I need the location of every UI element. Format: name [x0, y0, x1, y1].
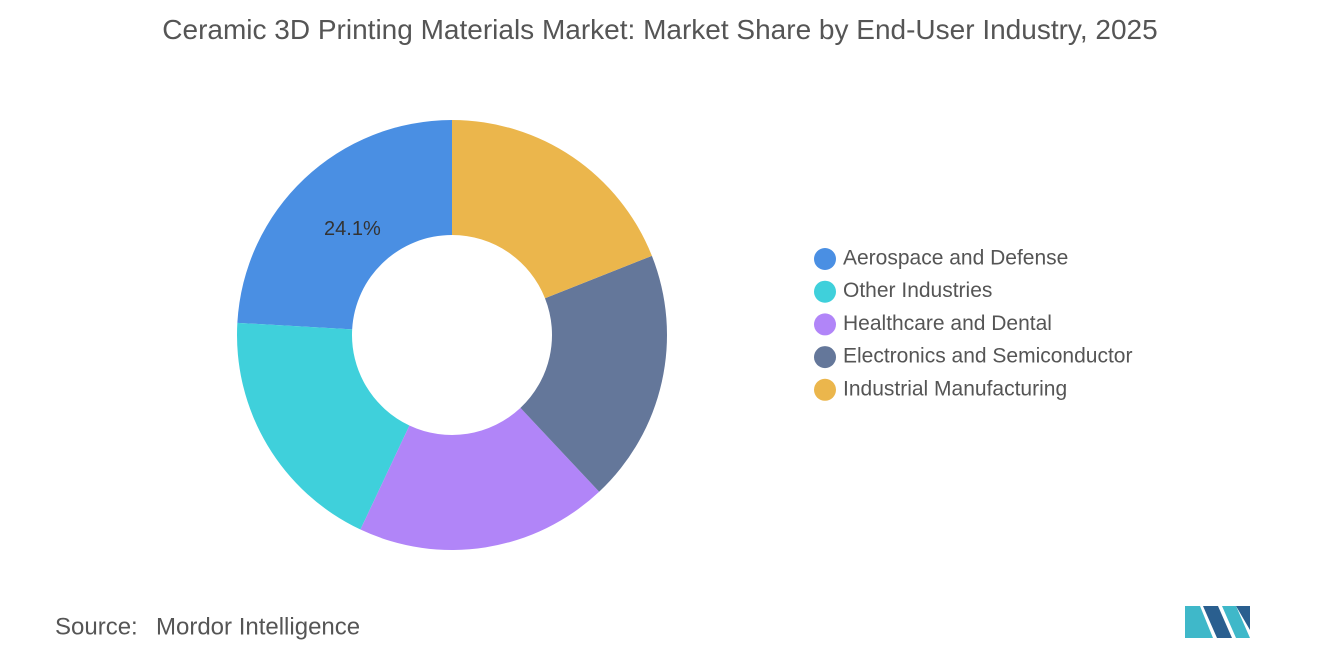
legend-label: Healthcare and Dental	[843, 312, 1052, 335]
legend-label: Industrial Manufacturing	[843, 377, 1067, 400]
legend-marker	[814, 313, 836, 336]
chart-title: Ceramic 3D Printing Materials Market: Ma…	[162, 14, 1158, 45]
data-label: 24.1%	[324, 218, 381, 240]
donut-slice	[520, 255, 667, 492]
legend-marker	[814, 378, 836, 401]
donut-slice	[237, 120, 452, 330]
legend-marker	[814, 346, 836, 369]
donut-slice	[237, 322, 410, 530]
legend-label: Aerospace and Defense	[843, 247, 1068, 270]
legend-label: Electronics and Semiconductor	[843, 345, 1132, 368]
legend-marker	[814, 280, 836, 303]
source-label: Source:	[55, 613, 138, 640]
legend-marker	[814, 248, 836, 270]
donut-slice	[452, 120, 652, 299]
legend-label: Other Industries	[843, 279, 992, 302]
source-text: Mordor Intelligence	[156, 613, 360, 640]
logo	[1185, 606, 1250, 638]
donut-slice	[360, 407, 600, 550]
